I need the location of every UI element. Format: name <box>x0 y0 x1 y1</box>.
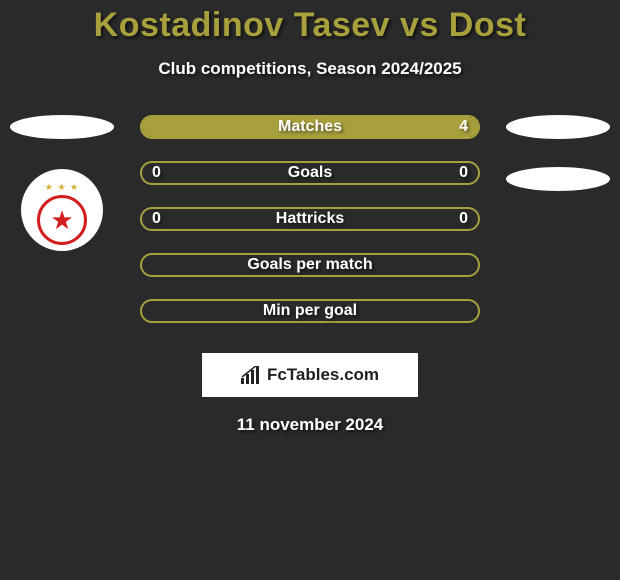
site-logo[interactable]: FcTables.com <box>202 353 418 397</box>
player-left-column: ★ ★ ★ ★ <box>6 115 118 251</box>
comparison-area: ★ ★ ★ ★ Matches 4 0 Goals 0 0 Hattricks … <box>0 115 620 435</box>
stat-label: Matches <box>278 118 342 136</box>
chart-icon <box>241 366 263 384</box>
site-logo-text: FcTables.com <box>267 365 379 385</box>
date-label: 11 november 2024 <box>0 415 620 435</box>
stat-label: Min per goal <box>263 302 357 320</box>
stat-bar-matches: Matches 4 <box>140 115 480 139</box>
stat-value-left: 0 <box>152 210 161 228</box>
stat-bars: Matches 4 0 Goals 0 0 Hattricks 0 Goals … <box>140 115 480 323</box>
stat-bar-goals-per-match: Goals per match <box>140 253 480 277</box>
club-badge-right-placeholder <box>506 167 610 191</box>
stat-value-right: 4 <box>459 118 468 136</box>
stat-value-left: 0 <box>152 164 161 182</box>
stat-value-right: 0 <box>459 164 468 182</box>
club-badge-star-icon: ★ <box>50 207 73 233</box>
stat-bar-min-per-goal: Min per goal <box>140 299 480 323</box>
player-right-column <box>502 115 614 219</box>
page-title: Kostadinov Tasev vs Dost <box>0 0 620 45</box>
player-right-avatar-placeholder <box>506 115 610 139</box>
stat-label: Goals per match <box>247 256 372 274</box>
club-badge-ring: ★ <box>37 195 87 245</box>
club-badge-left: ★ ★ ★ ★ <box>21 169 103 251</box>
club-badge-stars: ★ ★ ★ <box>45 182 79 193</box>
stat-label: Goals <box>288 164 332 182</box>
subtitle: Club competitions, Season 2024/2025 <box>0 59 620 79</box>
stat-bar-hattricks: 0 Hattricks 0 <box>140 207 480 231</box>
stat-value-right: 0 <box>459 210 468 228</box>
stat-label: Hattricks <box>276 210 344 228</box>
player-left-avatar-placeholder <box>10 115 114 139</box>
stat-bar-goals: 0 Goals 0 <box>140 161 480 185</box>
